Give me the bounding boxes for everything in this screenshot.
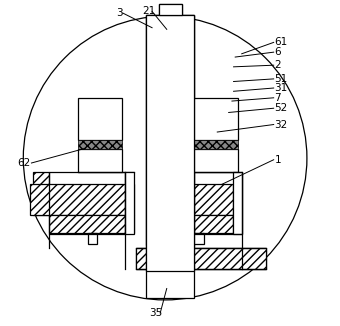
Bar <box>184 184 233 215</box>
Text: 35: 35 <box>149 308 162 318</box>
Bar <box>194 98 238 140</box>
Bar <box>194 233 204 244</box>
Bar <box>78 149 122 172</box>
Text: 31: 31 <box>274 83 288 93</box>
Text: 32: 32 <box>274 120 288 129</box>
Bar <box>30 184 134 215</box>
Bar <box>165 172 181 215</box>
Text: 6: 6 <box>274 47 281 57</box>
Bar <box>165 215 233 233</box>
Bar <box>78 140 122 149</box>
Bar <box>158 4 182 15</box>
Text: 3: 3 <box>116 8 123 18</box>
Text: 61: 61 <box>274 37 288 47</box>
Text: 1: 1 <box>274 155 281 165</box>
Bar <box>194 248 266 269</box>
Bar <box>136 248 266 269</box>
Bar <box>87 233 97 244</box>
Text: 21: 21 <box>142 7 155 16</box>
Bar <box>194 140 238 149</box>
Bar <box>146 15 194 269</box>
Bar <box>49 215 134 233</box>
Bar <box>136 248 146 269</box>
Bar <box>158 4 182 15</box>
Bar <box>49 172 125 234</box>
Text: 7: 7 <box>274 93 281 103</box>
Bar <box>146 15 194 271</box>
Bar <box>233 172 242 234</box>
Bar <box>194 149 238 172</box>
Text: 51: 51 <box>274 74 288 84</box>
Text: 62: 62 <box>17 158 30 168</box>
Bar <box>125 172 134 234</box>
Bar <box>146 269 194 298</box>
Text: 52: 52 <box>274 103 288 113</box>
Bar <box>78 98 122 140</box>
Bar <box>146 15 194 244</box>
Text: 2: 2 <box>274 60 281 70</box>
Bar <box>165 172 242 234</box>
Bar <box>33 172 49 215</box>
